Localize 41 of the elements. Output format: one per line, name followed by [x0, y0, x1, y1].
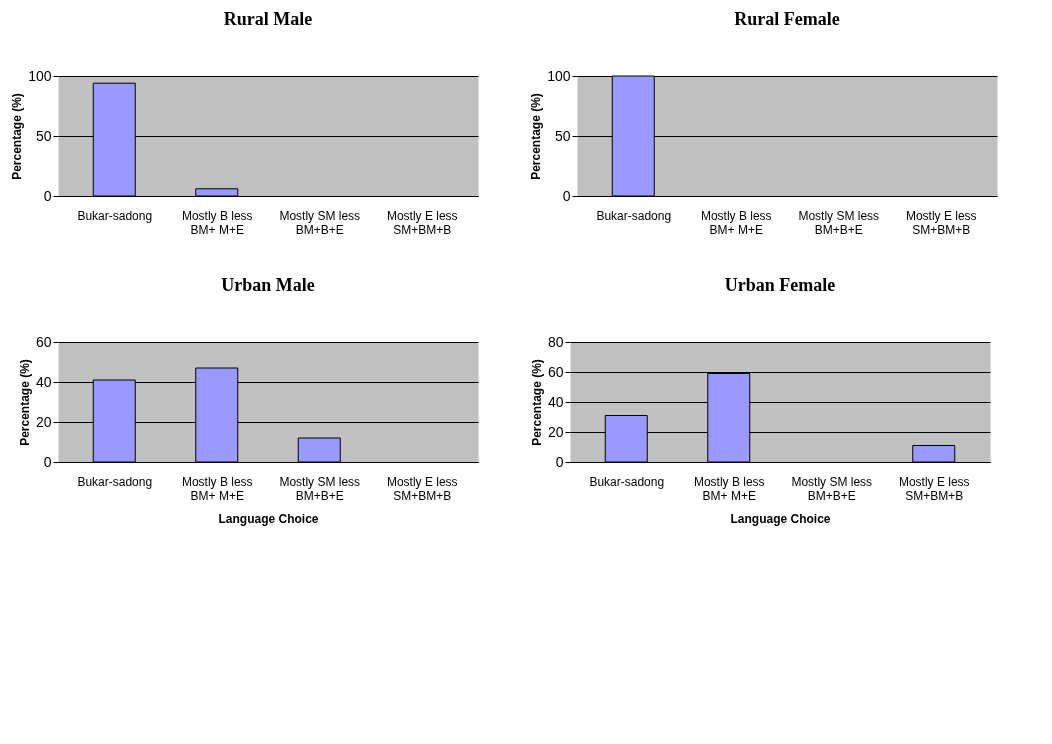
y-tick-label: 0 — [43, 453, 52, 470]
x-tick-label: Bukar-sadong — [589, 474, 665, 489]
y-tick-label: 60 — [547, 363, 564, 380]
chart-title: Rural Female — [734, 9, 840, 29]
x-tick-label: Mostly E less SM+BM+B — [386, 474, 458, 503]
x-tick-label: Mostly SM less BM+B+E — [798, 208, 880, 237]
y-axis-title: Percentage (%) — [529, 93, 544, 180]
x-tick-label: Mostly B less BM+ M+E — [181, 208, 253, 237]
x-tick-label: Mostly E less SM+BM+B — [386, 208, 458, 237]
y-axis-title: Percentage (%) — [529, 359, 544, 446]
y-axis-title: Percentage (%) — [10, 93, 25, 180]
y-tick-label: 40 — [547, 393, 564, 410]
chart-title: Urban Female — [724, 275, 836, 295]
x-axis-title: Language Choice — [218, 511, 319, 526]
x-tick-label: Bukar-sadong — [77, 474, 153, 489]
x-tick-label: Bukar-sadong — [77, 208, 153, 223]
x-axis-title: Language Choice — [730, 511, 831, 526]
y-tick-label: 50 — [35, 127, 52, 144]
y-tick-label: 0 — [43, 187, 52, 204]
y-tick-label: 100 — [28, 67, 52, 84]
x-tick-label: Mostly E less SM+BM+B — [898, 474, 970, 503]
chart-title: Urban Male — [221, 275, 315, 295]
y-tick-label: 100 — [547, 67, 571, 84]
x-tick-label: Mostly SM less BM+B+E — [279, 208, 361, 237]
x-tick-label: Mostly SM less BM+B+E — [791, 474, 873, 503]
y-tick-label: 20 — [35, 413, 52, 430]
y-tick-label: 20 — [547, 423, 564, 440]
x-tick-label: Mostly E less SM+BM+B — [905, 208, 977, 237]
y-tick-label: 60 — [35, 333, 52, 350]
y-tick-label: 80 — [547, 333, 564, 350]
x-tick-label: Mostly B less BM+ M+E — [700, 208, 772, 237]
x-tick-label: Bukar-sadong — [596, 208, 672, 223]
x-tick-label: Mostly B less BM+ M+E — [181, 474, 253, 503]
x-tick-label: Mostly B less BM+ M+E — [693, 474, 765, 503]
y-tick-label: 0 — [562, 187, 571, 204]
x-tick-label: Mostly SM less BM+B+E — [279, 474, 361, 503]
y-tick-label: 0 — [555, 453, 564, 470]
y-tick-label: 50 — [554, 127, 571, 144]
chart-title: Rural Male — [223, 9, 313, 29]
y-tick-label: 40 — [35, 373, 52, 390]
y-axis-title: Percentage (%) — [17, 359, 32, 446]
